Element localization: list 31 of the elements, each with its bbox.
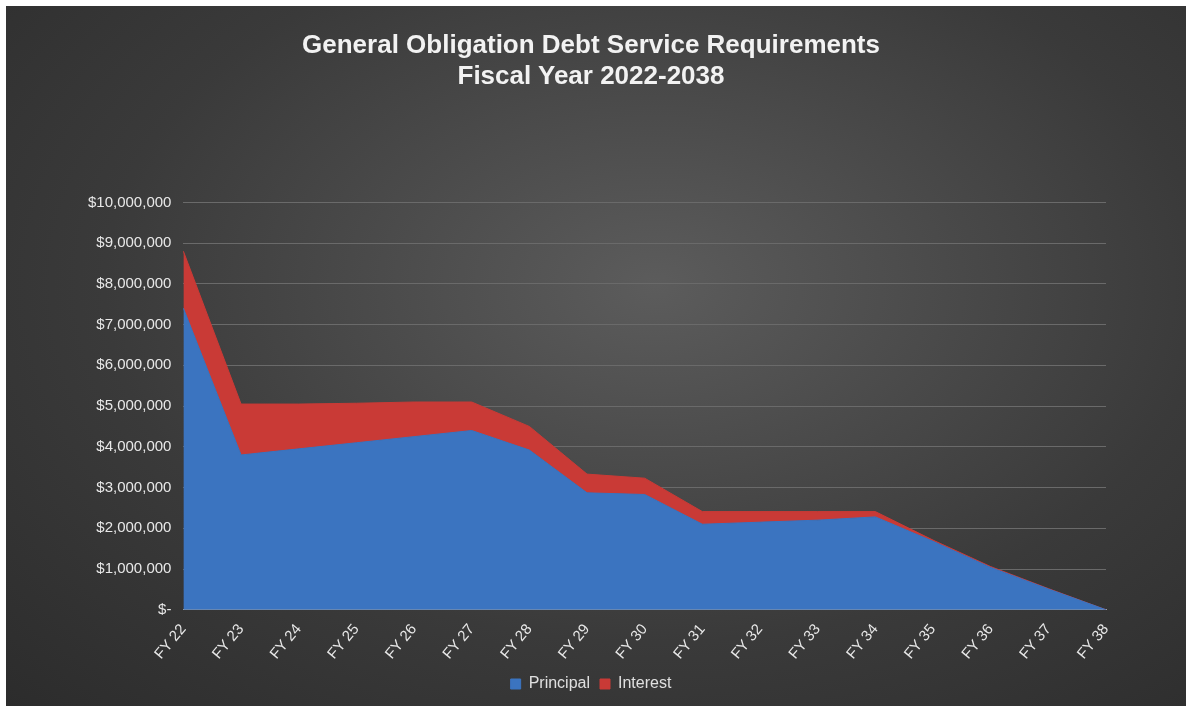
x-tick-label: FY 37 [1015,620,1054,662]
x-tick-label: FY 36 [957,620,997,662]
x-tick-label: FY 30 [611,620,651,662]
chart-title: General Obligation Debt Service Requirements Fiscal Year 2022-2038 [302,28,880,90]
legend-label: Interest [618,674,672,692]
x-tick-label: FY 26 [380,620,420,662]
y-tick-label: $10,000,000 [87,192,172,210]
x-tick-label: FY 35 [899,620,939,662]
y-tick-label: $4,000,000 [96,436,172,454]
y-tick-label: $7,000,000 [96,314,172,332]
y-tick-label: $5,000,000 [96,396,172,414]
x-tick-label: FY 38 [1072,620,1112,662]
y-tick-label: $- [158,599,172,617]
x-tick-label: FY 33 [784,620,824,662]
x-tick-label: FY 25 [323,620,362,662]
legend-label: Principal [528,674,590,692]
x-tick-label: FY 23 [207,620,247,662]
y-tick-label: $6,000,000 [96,355,172,373]
y-tick-label: $8,000,000 [96,274,172,292]
x-tick-label: FY 27 [438,620,478,662]
x-tick-label: FY 34 [842,620,881,662]
x-tick-label: FY 28 [496,620,535,662]
x-tick-label: FY 32 [726,620,766,662]
y-tick-label: $9,000,000 [96,233,172,251]
x-tick-label: FY 24 [265,620,305,662]
y-tick-label: $1,000,000 [96,559,172,577]
x-tick-label: FY 29 [553,620,593,662]
x-tick-label: FY 22 [150,620,189,662]
x-tick-label: FY 31 [669,620,708,662]
y-tick-label: $2,000,000 [96,518,172,536]
y-tick-label: $3,000,000 [96,477,172,495]
